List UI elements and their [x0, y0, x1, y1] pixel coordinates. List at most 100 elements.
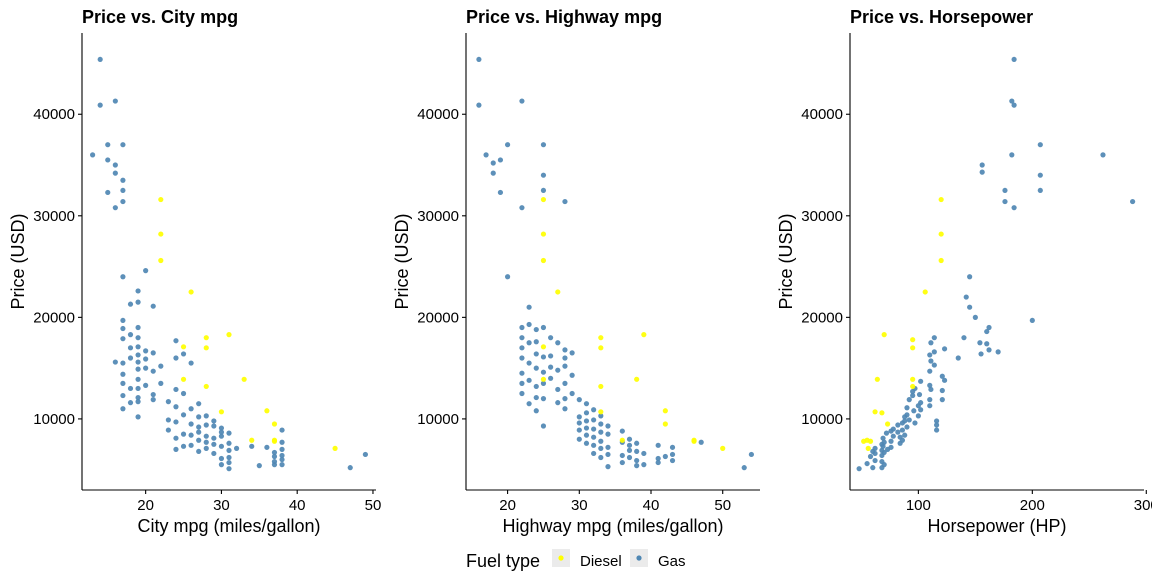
data-point [576, 420, 582, 426]
y-tick-label: 10000 [801, 411, 843, 428]
x-tick-label: 50 [714, 497, 731, 514]
data-point [211, 441, 217, 447]
data-point [150, 303, 156, 309]
data-point [112, 162, 118, 168]
data-point [143, 356, 149, 362]
data-point [605, 451, 611, 458]
data-point [576, 397, 582, 403]
data-point [867, 453, 874, 460]
data-point [591, 450, 597, 457]
data-point [928, 386, 934, 393]
data-point [583, 425, 590, 431]
legend-label-gas: Gas [658, 553, 686, 570]
data-point [938, 257, 944, 264]
data-point [939, 387, 945, 394]
data-point [698, 439, 704, 445]
data-point [211, 435, 217, 441]
x-tick-label: 300 [1134, 497, 1152, 514]
data-point [591, 407, 597, 413]
data-point [669, 451, 676, 458]
data-point [211, 423, 217, 429]
data-point [188, 432, 194, 438]
data-point [548, 353, 554, 359]
x-axis-label: City mpg (miles/gallon) [137, 516, 320, 536]
data-point [120, 317, 126, 324]
data-point [173, 355, 179, 361]
data-point [662, 408, 668, 414]
data-point [279, 427, 285, 433]
data-point [941, 346, 948, 352]
data-point [249, 437, 255, 443]
data-point [218, 455, 225, 462]
data-point [271, 462, 278, 468]
data-point [135, 376, 141, 382]
data-point [598, 454, 604, 461]
data-point [881, 449, 887, 456]
legend: Fuel type Diesel Gas [466, 549, 686, 571]
data-point [1002, 187, 1008, 194]
data-point [540, 172, 547, 178]
data-point [1130, 198, 1136, 205]
data-point [120, 325, 126, 332]
data-point [927, 382, 933, 388]
data-point [211, 418, 217, 424]
data-point [112, 170, 118, 176]
y-tick-label: 20000 [33, 309, 75, 326]
data-point [910, 383, 916, 390]
data-point [548, 375, 554, 381]
data-point [931, 349, 937, 355]
data-point [931, 335, 937, 341]
data-point [218, 433, 225, 439]
data-point [540, 376, 547, 382]
data-point [127, 345, 134, 351]
data-point [188, 442, 194, 448]
data-point [540, 423, 547, 429]
data-point [906, 397, 912, 403]
y-axis-label: Price (USD) [392, 213, 412, 309]
data-point [112, 359, 118, 365]
data-point [720, 445, 726, 451]
data-point [180, 344, 187, 350]
data-point [910, 337, 916, 343]
data-point [591, 426, 597, 432]
data-point [967, 274, 973, 280]
data-point [619, 437, 625, 443]
data-point [904, 405, 910, 411]
data-point [872, 457, 878, 464]
data-point [165, 399, 171, 405]
data-point [641, 450, 647, 457]
data-point [634, 376, 640, 382]
data-point [264, 444, 270, 450]
data-point [203, 445, 209, 451]
data-point [910, 345, 916, 351]
data-point [984, 341, 990, 347]
data-point [655, 442, 661, 448]
data-point [934, 427, 940, 433]
data-point [196, 424, 202, 430]
data-point [872, 409, 878, 415]
data-point [226, 466, 232, 472]
chart-title: Price vs. City mpg [82, 7, 238, 27]
data-point [226, 440, 232, 446]
data-point [912, 420, 918, 426]
panel-3: Price vs. Horsepower 10000 20000 30000 40000… [776, 7, 1152, 536]
data-point [173, 404, 179, 410]
data-point [641, 462, 647, 468]
data-point [158, 231, 164, 237]
y-tick-label: 30000 [801, 208, 843, 225]
data-point [911, 408, 917, 414]
data-point [598, 445, 604, 451]
data-point [986, 324, 992, 331]
data-point [562, 347, 568, 353]
data-point [955, 355, 961, 361]
data-point [218, 409, 225, 415]
x-tick-label: 30 [213, 497, 230, 514]
data-point [591, 434, 597, 440]
data-point [180, 443, 187, 449]
data-point [669, 457, 676, 464]
data-point [120, 371, 126, 377]
data-point [626, 436, 633, 442]
data-point [870, 465, 876, 471]
data-point [158, 380, 164, 386]
data-point [895, 429, 901, 435]
